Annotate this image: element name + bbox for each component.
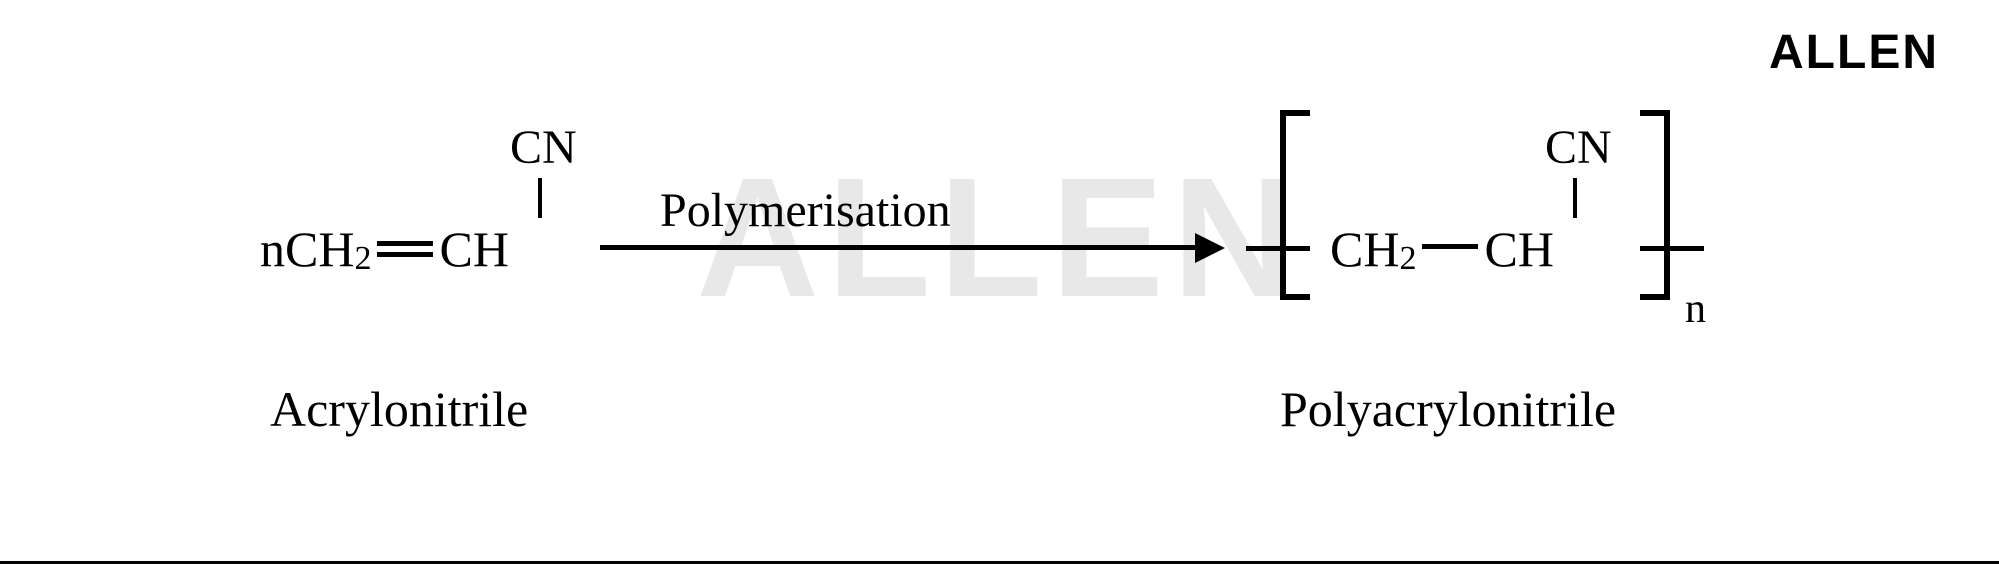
polymer-substituent: CN — [1545, 120, 1612, 175]
polymer-atom1-sub: 2 — [1399, 240, 1416, 278]
monomer-substituent: CN — [510, 120, 577, 175]
left-ext-bond-icon — [1246, 246, 1310, 251]
monomer-coefficient: n — [260, 220, 285, 278]
polymer-subscript: n — [1685, 285, 1706, 333]
monomer-label: Acrylonitrile — [270, 380, 528, 438]
arrow-head-icon — [1195, 233, 1225, 263]
right-bracket-icon — [1640, 110, 1670, 300]
double-bond-icon — [377, 239, 433, 259]
monomer-atom2: CH — [439, 220, 508, 278]
arrow-line-icon — [600, 245, 1200, 250]
polymer-label: Polyacrylonitrile — [1280, 380, 1616, 438]
reaction-diagram-container: ALLEN ALLEN CN nCH2CH Acrylonitrile Poly… — [0, 0, 1999, 564]
polymer-atom1: CH — [1330, 220, 1399, 278]
right-ext-bond-icon — [1640, 246, 1704, 251]
arrow-label: Polymerisation — [660, 183, 951, 238]
vertical-bond-icon — [1573, 178, 1577, 218]
reaction-diagram: CN nCH2CH Acrylonitrile Polymerisation n… — [0, 90, 1999, 470]
polymer-formula: CH2CH — [1330, 220, 1554, 278]
monomer-atom1: CH — [285, 220, 354, 278]
single-bond-icon — [1422, 244, 1478, 249]
polymer-atom2: CH — [1484, 220, 1553, 278]
left-bracket-icon — [1280, 110, 1310, 300]
vertical-bond-icon — [538, 178, 542, 218]
monomer-formula: nCH2CH — [260, 220, 509, 278]
brand-logo: ALLEN — [1769, 25, 1939, 80]
monomer-atom1-sub: 2 — [354, 240, 371, 278]
